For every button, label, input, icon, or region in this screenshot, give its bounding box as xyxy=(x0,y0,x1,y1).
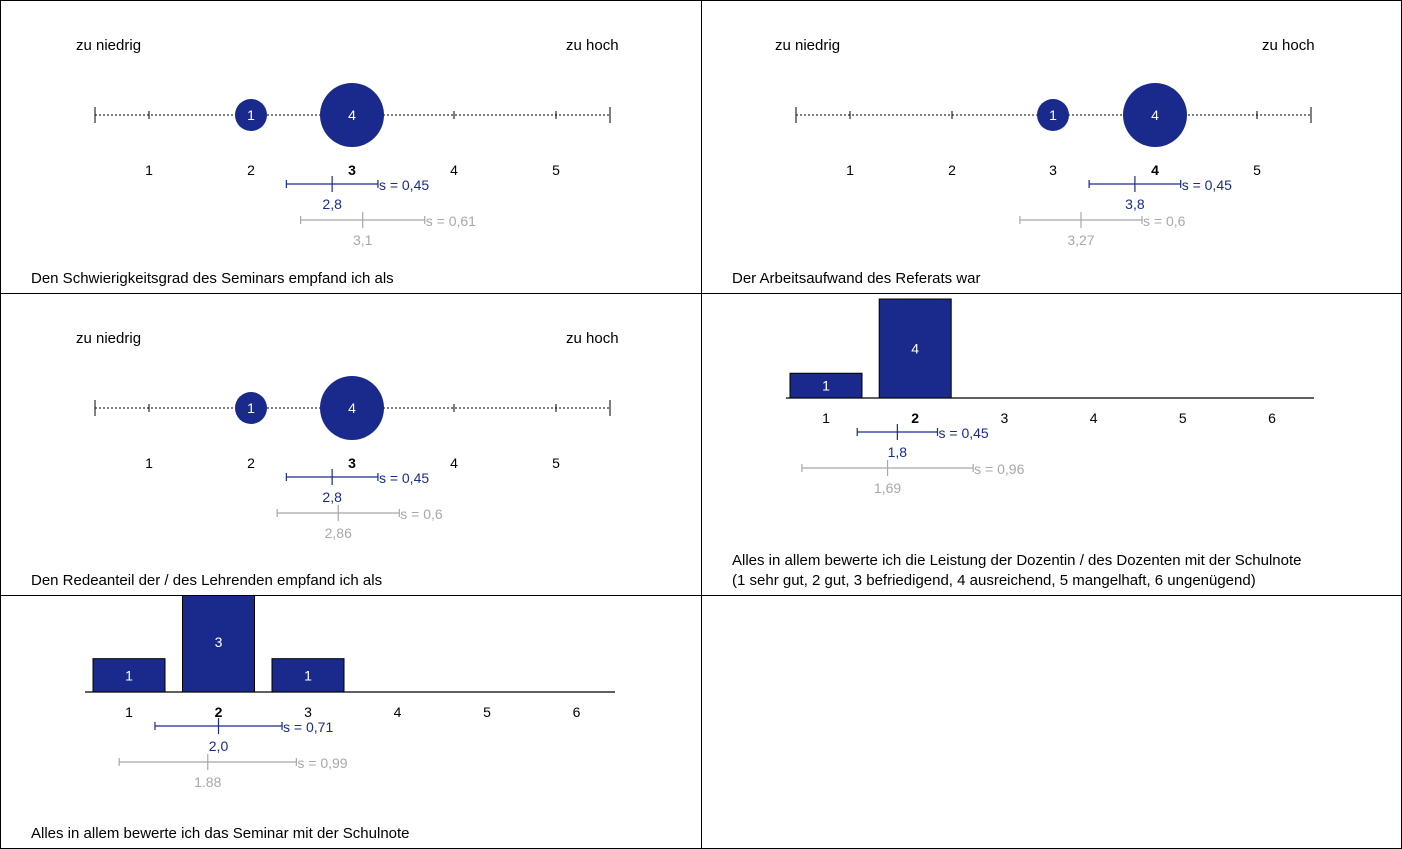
scale-category-label: 1 xyxy=(145,162,153,178)
scale-chart: 1 4 1 2 3 4 5 s = 0,45 2,8 s = 0,6 2,86 xyxy=(94,376,611,541)
scale-category-label: 5 xyxy=(552,455,560,471)
scale-category-label: 3 xyxy=(348,455,356,471)
question-text: Der Arbeitsaufwand des Referats war xyxy=(732,270,981,287)
bar-category-label: 6 xyxy=(1268,410,1276,426)
scale-category-label: 4 xyxy=(450,162,458,178)
scale-right-label: zu hoch xyxy=(566,330,619,347)
bubble-count-label: 4 xyxy=(348,107,356,123)
bar-count-label: 1 xyxy=(822,378,830,394)
ref-stats-sd-label: s = 0,61 xyxy=(426,213,476,229)
ref-stats-mean-label: 1.88 xyxy=(194,774,221,790)
ref-stats-sd-label: s = 0,99 xyxy=(297,755,347,771)
scale-right-label: zu hoch xyxy=(566,37,619,54)
question-text: Den Redeanteil der / des Lehrenden empfa… xyxy=(31,572,383,589)
response-bubble xyxy=(1123,83,1187,147)
bar-count-label: 3 xyxy=(215,634,223,650)
ref-stats-sd-label: s = 0,6 xyxy=(400,506,443,522)
response-bubble xyxy=(320,376,384,440)
ref-stats-mean-label: 2,86 xyxy=(325,525,352,541)
bar-category-label: 4 xyxy=(394,704,402,720)
bar-category-label: 5 xyxy=(1179,410,1187,426)
scale-chart: 1 4 1 2 3 4 5 s = 0,45 2,8 s = 0,61 3,1 xyxy=(94,83,611,248)
bar-category-label: 4 xyxy=(1090,410,1098,426)
response-bubble xyxy=(320,83,384,147)
scale-category-label: 2 xyxy=(247,162,255,178)
bar xyxy=(92,658,166,693)
question-text: Alles in allem bewerte ich das Seminar m… xyxy=(31,825,410,842)
bar xyxy=(182,596,255,693)
stats-mean-label: 3,8 xyxy=(1125,196,1145,212)
scale-category-label: 3 xyxy=(1049,162,1057,178)
ref-stats-mean-label: 1,69 xyxy=(874,480,901,496)
scale-category-label: 1 xyxy=(145,455,153,471)
stats-sd-label: s = 0,45 xyxy=(939,425,989,441)
scale-category-label: 5 xyxy=(1253,162,1261,178)
stats-mean-label: 1,8 xyxy=(888,444,908,460)
stats-mean-label: 2,0 xyxy=(209,738,229,754)
scale-category-label: 1 xyxy=(846,162,854,178)
scale-left-label: zu niedrig xyxy=(76,330,142,347)
scale-left-label: zu niedrig xyxy=(76,37,142,54)
bar-count-label: 1 xyxy=(125,667,133,683)
bar xyxy=(789,372,863,399)
scale-chart: 1 4 1 2 3 4 5 s = 0,45 3,8s = 0,6 3,27 xyxy=(795,83,1312,248)
bar-count-label: 4 xyxy=(911,341,919,357)
bubble-count-label: 1 xyxy=(247,400,255,416)
response-bubble xyxy=(1037,99,1069,131)
response-bubble xyxy=(235,392,267,424)
bubble-count-label: 1 xyxy=(247,107,255,123)
question-text: Alles in allem bewerte ich die Leistung … xyxy=(732,552,1302,589)
bar xyxy=(878,298,952,399)
stats-sd-label: s = 0,71 xyxy=(283,719,333,735)
question-text: Den Schwierigkeitsgrad des Seminars empf… xyxy=(31,270,394,287)
stats-mean-label: 2,8 xyxy=(322,489,342,505)
scale-right-label: zu hoch xyxy=(1262,37,1315,54)
stats-sd-label: s = 0,45 xyxy=(1182,177,1232,193)
chart-panel-workload: zu niedrig zu hoch 1 4 1 2 3 4 5 s = 0,45 3,8 s =… xyxy=(702,0,1402,294)
bar xyxy=(271,658,345,693)
bubble-count-label: 1 xyxy=(1049,107,1057,123)
bar-chart: 1 1 3 2 1 3 4 5 6 s = 0,71 2,0 s = 0,99 1.88 xyxy=(85,596,615,790)
scale-category-label: 4 xyxy=(1151,162,1159,178)
bubble-count-label: 4 xyxy=(1151,107,1159,123)
empty-panel xyxy=(702,596,1402,849)
scale-category-label: 5 xyxy=(552,162,560,178)
stats-mean-label: 2,8 xyxy=(322,196,342,212)
stats-sd-label: s = 0,45 xyxy=(379,177,429,193)
chart-panel-lecturer-grade: 1 1 4 2 3 4 5 6 s = 0,45 1,8 s = 0,96 1,69 Alles in… xyxy=(702,294,1402,596)
bubble-count-label: 4 xyxy=(348,400,356,416)
bar-count-label: 1 xyxy=(304,667,312,683)
bar-category-label: 6 xyxy=(573,704,581,720)
bar-category-label: 1 xyxy=(822,410,830,426)
bar-category-label: 3 xyxy=(1001,410,1009,426)
response-bubble xyxy=(235,99,267,131)
ref-stats-mean-label: 3,1 xyxy=(353,232,373,248)
scale-category-label: 2 xyxy=(247,455,255,471)
bar-category-label: 5 xyxy=(483,704,491,720)
scale-category-label: 3 xyxy=(348,162,356,178)
ref-stats-sd-label: s = 0,96 xyxy=(974,461,1024,477)
bar-chart: 1 1 4 2 3 4 5 6 s = 0,45 1,8 s = 0,96 1,69 xyxy=(786,298,1314,496)
bar-category-label: 1 xyxy=(125,704,133,720)
scale-category-label: 2 xyxy=(948,162,956,178)
ref-stats-mean-label: 3,27 xyxy=(1067,232,1094,248)
ref-stats-sd-label: s = 0,6 xyxy=(1143,213,1186,229)
chart-panel-speaking-share: zu niedrig zu hoch 1 4 1 2 3 4 5 s = 0,45 2,8 s =… xyxy=(0,294,702,596)
bar-category-label: 3 xyxy=(304,704,312,720)
scale-category-label: 4 xyxy=(450,455,458,471)
chart-panel-difficulty: zu niedrig zu hoch 1 4 1 2 3 4 5 s = 0,45 2,8 s =… xyxy=(0,0,702,294)
stats-sd-label: s = 0,45 xyxy=(379,470,429,486)
scale-left-label: zu niedrig xyxy=(775,37,841,54)
chart-panel-seminar-grade: 1 1 3 2 1 3 4 5 6 s = 0,71 2,0 s = 0,99 1.88 Alles i… xyxy=(0,596,702,849)
bar-category-label: 2 xyxy=(215,704,223,720)
bar-category-label: 2 xyxy=(911,410,919,426)
